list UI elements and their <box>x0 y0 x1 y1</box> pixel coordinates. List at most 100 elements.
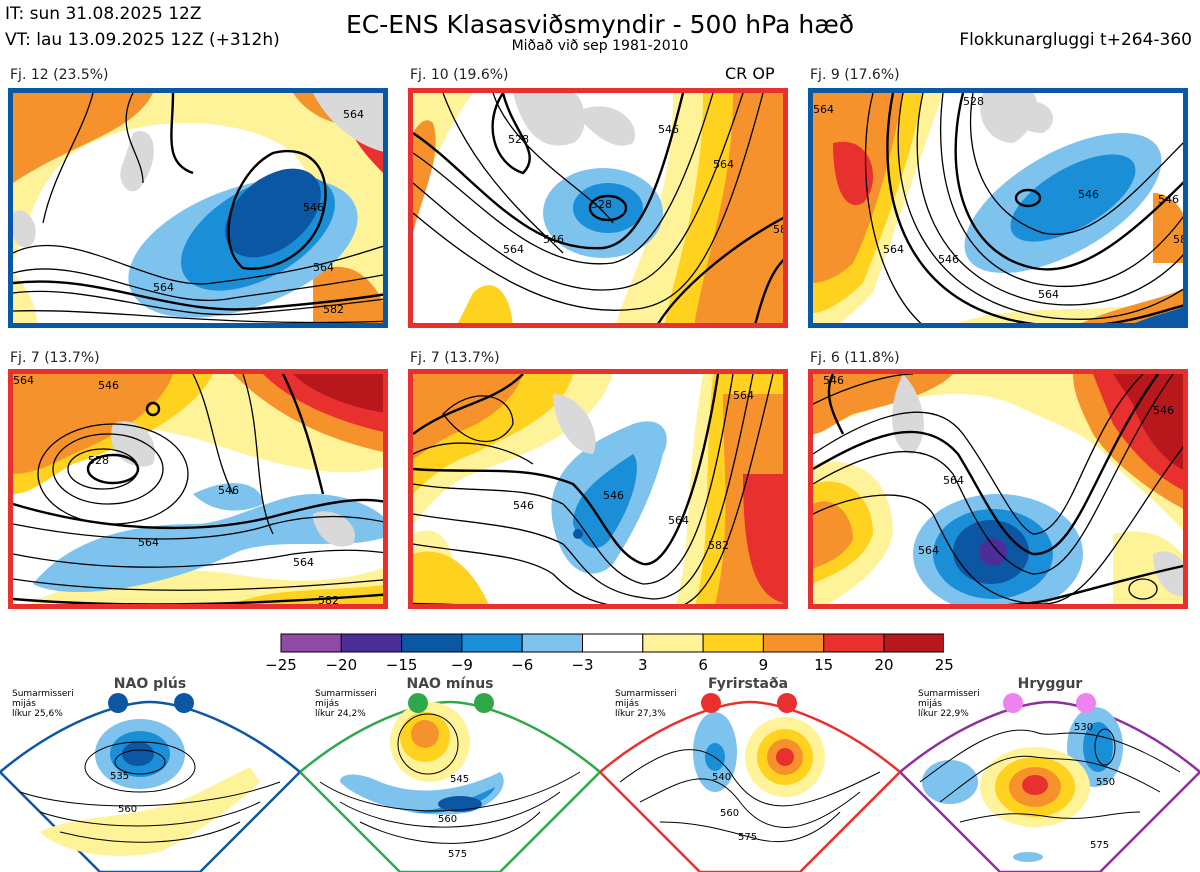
colorbar-cell <box>280 633 342 653</box>
cluster-map-4: 564 546 528 546 564 564 582 582 <box>8 369 388 609</box>
regime-contour-label: 535 <box>110 771 129 782</box>
panel-label-5: Fj. 7 (13.7%) <box>410 350 500 366</box>
contour-label: 528 <box>508 133 529 146</box>
contour-label: 564 <box>343 108 364 121</box>
panel-label-3: Fj. 9 (17.6%) <box>810 67 900 83</box>
regime-name-ridge: Hryggur <box>1017 676 1083 692</box>
colorbar-cell <box>702 633 764 653</box>
contour-label: 546 <box>658 123 679 136</box>
regime-name-nao-plus: NAO plús <box>113 676 187 692</box>
regime-info-nao-minus: Sumarmisseri mijás líkur 24,2% <box>315 689 377 719</box>
contour-label: 546 <box>218 484 239 497</box>
contour-label: 582 <box>318 594 339 607</box>
contour-label: 564 <box>813 103 834 116</box>
colorbar-cell <box>762 633 825 653</box>
contour-label: 564 <box>883 243 904 256</box>
colorbar-tick-label: −25 <box>265 656 297 674</box>
contour-label: 564 <box>918 544 939 557</box>
contour-label: 564 <box>138 536 159 549</box>
regime-info-blocking: Sumarmisseri mijás líkur 27,3% <box>615 689 677 719</box>
contour-label: 546 <box>1078 188 1099 201</box>
contour-label: 582 <box>1173 233 1188 246</box>
contour-label: 564 <box>503 243 524 256</box>
colorbar-cell <box>401 633 463 653</box>
regime-name-blocking: Fyrirstaða <box>707 676 789 692</box>
regime-contour-label: 560 <box>118 804 137 815</box>
contour-label: 564 <box>713 158 734 171</box>
contour-label: 582 <box>773 223 788 236</box>
regime-name-nao-minus: NAO mínus <box>406 676 494 692</box>
regime-contour-label: 575 <box>448 849 467 860</box>
contour-label: 564 <box>943 474 964 487</box>
contour-label: 546 <box>543 233 564 246</box>
contour-label: 546 <box>513 499 534 512</box>
colorbar-cell <box>642 633 704 653</box>
colorbar-tick-label: 20 <box>874 656 894 674</box>
contour-label: 528 <box>963 95 984 108</box>
init-time: IT: sun 31.08.2025 12Z <box>5 4 202 24</box>
cluster-map-3: 564 528 546 564 546 546 564 582 582 <box>808 88 1188 328</box>
colorbar-cell <box>823 633 885 653</box>
colorbar-cell <box>582 633 644 653</box>
cluster-map-5: 546 564 546 564 582 582 <box>408 369 788 609</box>
panel-label-4: Fj. 7 (13.7%) <box>10 350 100 366</box>
page-title: EC-ENS Klasasviðsmyndir - 500 hPa hæð <box>345 10 855 39</box>
colorbar-tick-label: 6 <box>698 656 708 674</box>
classification-window: Flokkunargluggi t+264-360 <box>959 30 1192 50</box>
colorbar-tick-label: 9 <box>758 656 769 674</box>
cluster-map-6: 546 546 564 564 582 <box>808 369 1188 609</box>
colorbar <box>280 633 944 653</box>
contour-label: 582 <box>1043 323 1064 328</box>
valid-time: VT: lau 13.09.2025 12Z (+312h) <box>5 30 280 50</box>
colorbar-cell <box>340 633 403 653</box>
colorbar-tick-label: −15 <box>385 656 418 674</box>
colorbar-tick-label: 25 <box>934 656 954 674</box>
panel-label-6: Fj. 6 (11.8%) <box>810 350 900 366</box>
regime-info-ridge: Sumarmisseri mijás líkur 22,9% <box>918 689 980 719</box>
contour-label: 546 <box>98 379 119 392</box>
page-subtitle: Miðað við sep 1981-2010 <box>511 38 689 54</box>
regime-contour-label: 540 <box>712 772 731 783</box>
contour-label: 564 <box>668 514 689 527</box>
contour-label: 564 <box>153 281 174 294</box>
contour-label: 564 <box>1038 288 1059 301</box>
contour-label: 528 <box>88 454 109 467</box>
contour-label: 582 <box>563 602 584 609</box>
contour-label: 582 <box>323 303 344 316</box>
regime-contour-label: 575 <box>1090 840 1109 851</box>
colorbar-cell <box>461 633 523 653</box>
regime-contour-label: 575 <box>738 832 757 843</box>
colorbar-tick-label: −6 <box>511 656 534 674</box>
contour-label: 546 <box>823 374 844 387</box>
contour-label: 546 <box>303 201 324 214</box>
regime-map-nao-plus: 535 560 <box>0 693 300 872</box>
colorbar-tick-label: −9 <box>450 656 473 674</box>
contour-label: 582 <box>708 539 729 552</box>
contour-label: 582 <box>653 321 674 328</box>
contour-label: 564 <box>733 389 754 402</box>
regime-map-nao-minus: 545 560 575 <box>300 693 600 872</box>
contour-label: 528 <box>591 198 612 211</box>
control-operational-label: CR OP <box>725 64 775 83</box>
cluster-map-2: 528 528 546 564 564 546 582 582 <box>408 88 788 328</box>
panel-label-1: Fj. 12 (23.5%) <box>10 67 109 83</box>
regime-contour-label: 530 <box>1074 722 1093 733</box>
panel-label-2: Fj. 10 (19.6%) <box>410 67 509 83</box>
regime-info-nao-plus: Sumarmisseri mijás líkur 25,6% <box>12 689 74 719</box>
contour-label: 564 <box>313 261 334 274</box>
regime-map-blocking: 540 560 575 <box>600 693 900 872</box>
contour-label: 546 <box>1158 193 1179 206</box>
colorbar-tick-label: −3 <box>571 656 594 674</box>
contour-label: 546 <box>1153 404 1174 417</box>
regime-contour-label: 560 <box>438 814 457 825</box>
contour-label: 546 <box>603 489 624 502</box>
cluster-map-1: 564 546 564 564 582 <box>8 88 388 328</box>
regime-contour-label: 545 <box>450 774 469 785</box>
regime-contour-label: 550 <box>1096 777 1115 788</box>
colorbar-cell <box>521 633 583 653</box>
contour-label: 582 <box>1068 604 1089 609</box>
colorbar-tick-label: 3 <box>638 656 648 674</box>
colorbar-tick-label: 15 <box>814 656 834 674</box>
regime-contour-label: 560 <box>720 808 739 819</box>
colorbar-tick-label: −20 <box>325 656 358 674</box>
